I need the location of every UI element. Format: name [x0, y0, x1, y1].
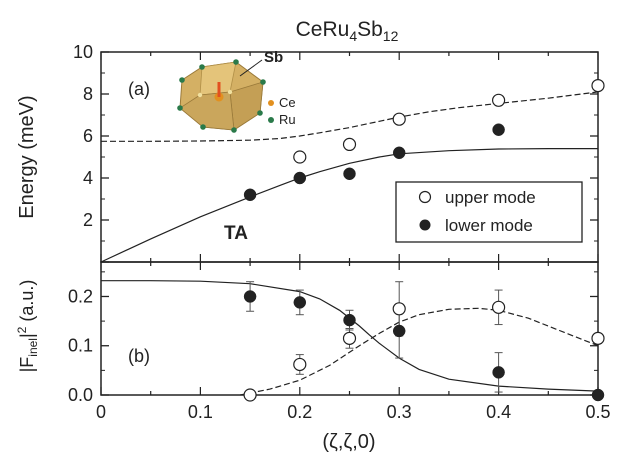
- y-tick-label: 8: [83, 84, 93, 104]
- ru-atom: [231, 127, 237, 133]
- upper-mode-point-b: [492, 300, 506, 314]
- ce-legend-dot: [268, 100, 274, 106]
- y-tick-label: 0.1: [68, 336, 93, 356]
- lower-mode-point-a: [343, 167, 356, 181]
- x-tick-label: 0: [96, 402, 106, 422]
- ru-atom: [199, 64, 205, 70]
- inset-label-ce: Ce: [279, 95, 296, 110]
- panel-a-label: (a): [128, 79, 150, 99]
- upper-mode-point-b: [342, 331, 357, 345]
- lower-mode-point-a: [243, 188, 257, 202]
- lower-mode-point-a: [492, 123, 505, 136]
- upper-mode-point-b: [591, 331, 605, 345]
- legend-label-lower: lower mode: [445, 216, 533, 235]
- ru-atom: [177, 105, 183, 111]
- ru-atom: [200, 124, 206, 130]
- y-axis-label-a: Energy (meV): [16, 95, 38, 218]
- sb-leader-line: [239, 59, 263, 77]
- lower-mode-point-b: [392, 324, 406, 338]
- y-tick-label: 0.2: [68, 286, 93, 306]
- ru-atom: [179, 77, 185, 83]
- x-tick-label: 0.4: [486, 402, 511, 422]
- upper-mode-point-b: [293, 357, 307, 372]
- crystal-face: [179, 91, 235, 131]
- lower-mode-point-b: [591, 388, 605, 402]
- upper-mode-point-a: [342, 137, 357, 151]
- y-tick-label: 10: [73, 42, 93, 62]
- inset-label-sb: Sb: [264, 49, 283, 66]
- ru-legend-dot: [268, 117, 274, 123]
- upper-mode-point-a: [293, 150, 307, 164]
- ru-atom: [233, 59, 239, 65]
- ta-annotation: TA: [224, 223, 248, 244]
- legend-marker-upper: [418, 190, 432, 204]
- x-tick-label: 0.3: [387, 402, 412, 422]
- curves-layer: [100, 91, 599, 396]
- ru-atom: [257, 110, 263, 116]
- lower-mode-point-b: [293, 296, 307, 309]
- panel-b-label: (b): [128, 346, 150, 366]
- fit-curve-solid: [101, 280, 599, 392]
- fit-curve-solid: [100, 148, 598, 263]
- fit-curve-dashed: [240, 307, 599, 396]
- upper-mode-point-a: [392, 112, 406, 126]
- legend-marker-lower: [419, 219, 431, 231]
- sb-atom: [227, 89, 233, 95]
- ru-atom: [260, 79, 266, 85]
- upper-mode-point-b: [243, 388, 257, 402]
- legend: upper mode lower mode: [395, 181, 583, 243]
- ticks-layer: 2 4 6 8 10 0.0 0.1 0.2 0 0.1 0.2 0.3 0.4 0.5: [68, 42, 611, 422]
- y-tick-label: 0.0: [68, 385, 93, 405]
- sb-atom: [197, 92, 203, 98]
- inset-label-ru: Ru: [279, 112, 296, 127]
- upper-mode-point-a: [591, 78, 605, 93]
- x-tick-label: 0.2: [287, 402, 312, 422]
- upper-mode-point-b: [392, 302, 406, 316]
- crystal-structure-inset: Sb Ce Ru: [177, 49, 296, 133]
- points-layer: [243, 78, 605, 402]
- chart-title: CeRu4Sb12: [296, 18, 399, 44]
- x-tick-label: 0.5: [585, 402, 610, 422]
- y-tick-label: 2: [83, 210, 93, 230]
- lower-mode-point-b: [343, 313, 356, 327]
- lower-mode-point-a: [293, 171, 307, 185]
- fit-curve-dashed: [101, 91, 599, 142]
- legend-label-upper: upper mode: [445, 188, 536, 207]
- y-tick-label: 4: [83, 168, 93, 188]
- lower-mode-point-b: [243, 290, 257, 303]
- x-tick-label: 0.1: [188, 402, 213, 422]
- lower-mode-point-b: [492, 366, 505, 379]
- y-axis-label-b: |Finel|2 (a.u.): [15, 280, 40, 373]
- upper-mode-point-a: [492, 93, 506, 107]
- y-tick-label: 6: [83, 126, 93, 146]
- x-axis-label: (ζ,ζ,0): [322, 431, 375, 453]
- lower-mode-point-a: [392, 146, 406, 160]
